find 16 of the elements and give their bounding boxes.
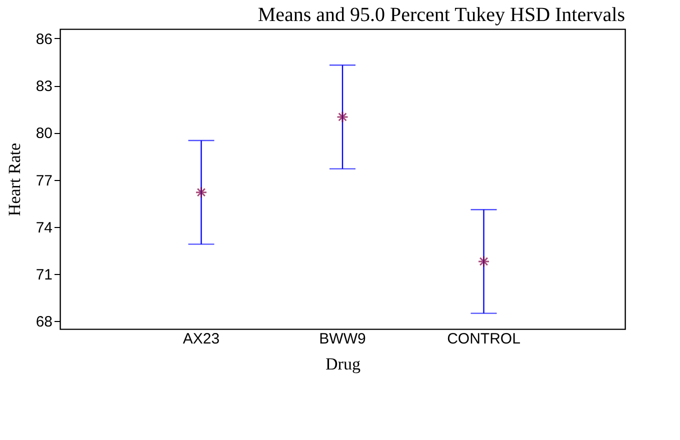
y-axis-title: Heart Rate	[4, 142, 24, 216]
x-axis-title: Drug	[326, 354, 361, 374]
x-tick-label: CONTROL	[447, 330, 520, 348]
x-tick-label: AX23	[182, 330, 220, 348]
y-tick-label: 77	[36, 172, 52, 190]
y-tick-label: 71	[36, 266, 52, 284]
y-tick-label: 80	[36, 125, 52, 142]
x-tick-label: BWW9	[319, 330, 366, 348]
y-tick-label: 83	[36, 78, 52, 96]
y-tick-label: 86	[36, 30, 52, 48]
y-tick-label: 74	[36, 219, 52, 236]
point	[478, 255, 490, 268]
point	[195, 186, 208, 198]
y-tick-label: 68	[36, 314, 52, 331]
point	[336, 110, 348, 123]
chart-title: Means and 95.0 Percent Tukey HSD Intervals	[258, 4, 626, 26]
